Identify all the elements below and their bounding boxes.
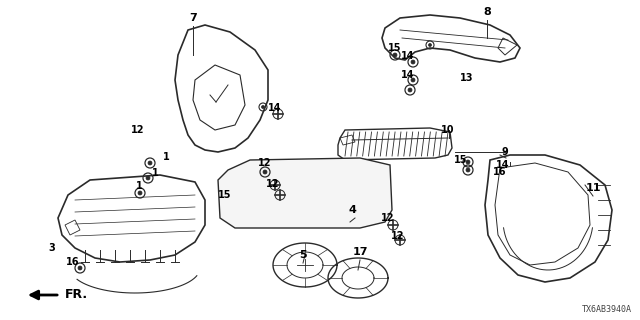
Text: 11: 11 [585,183,601,193]
Text: 14: 14 [268,103,282,113]
Circle shape [78,266,82,270]
Text: 14: 14 [401,70,415,80]
Text: 15: 15 [454,155,468,165]
Text: 8: 8 [483,7,491,17]
Circle shape [411,60,415,64]
Text: 16: 16 [67,257,80,267]
Text: 7: 7 [189,13,197,23]
Text: 15: 15 [218,190,232,200]
Text: 5: 5 [299,250,307,260]
Circle shape [466,160,470,164]
Text: 14: 14 [496,160,509,170]
Text: 1: 1 [152,168,158,178]
Text: 3: 3 [49,243,56,253]
Text: 12: 12 [259,158,272,168]
Text: 12: 12 [391,231,404,241]
Text: 15: 15 [388,43,402,53]
Text: 1: 1 [136,181,142,191]
Text: 10: 10 [441,125,455,135]
Circle shape [138,191,142,195]
Text: TX6AB3940A: TX6AB3940A [582,305,632,314]
Text: 16: 16 [493,167,507,177]
Text: 14: 14 [401,51,415,61]
Text: 12: 12 [131,125,145,135]
Circle shape [263,170,267,174]
Text: 1: 1 [163,152,170,162]
Text: 17: 17 [352,247,368,257]
Text: FR.: FR. [65,289,88,301]
Circle shape [148,161,152,165]
Text: 12: 12 [381,213,395,223]
Text: 13: 13 [460,73,474,83]
Circle shape [411,78,415,82]
Circle shape [408,88,412,92]
Text: 4: 4 [348,205,356,215]
Text: 9: 9 [502,147,508,157]
Circle shape [146,176,150,180]
Circle shape [393,53,397,57]
Polygon shape [218,158,392,228]
Circle shape [429,44,431,46]
Circle shape [466,168,470,172]
Text: 12: 12 [266,179,280,189]
Circle shape [262,106,264,108]
